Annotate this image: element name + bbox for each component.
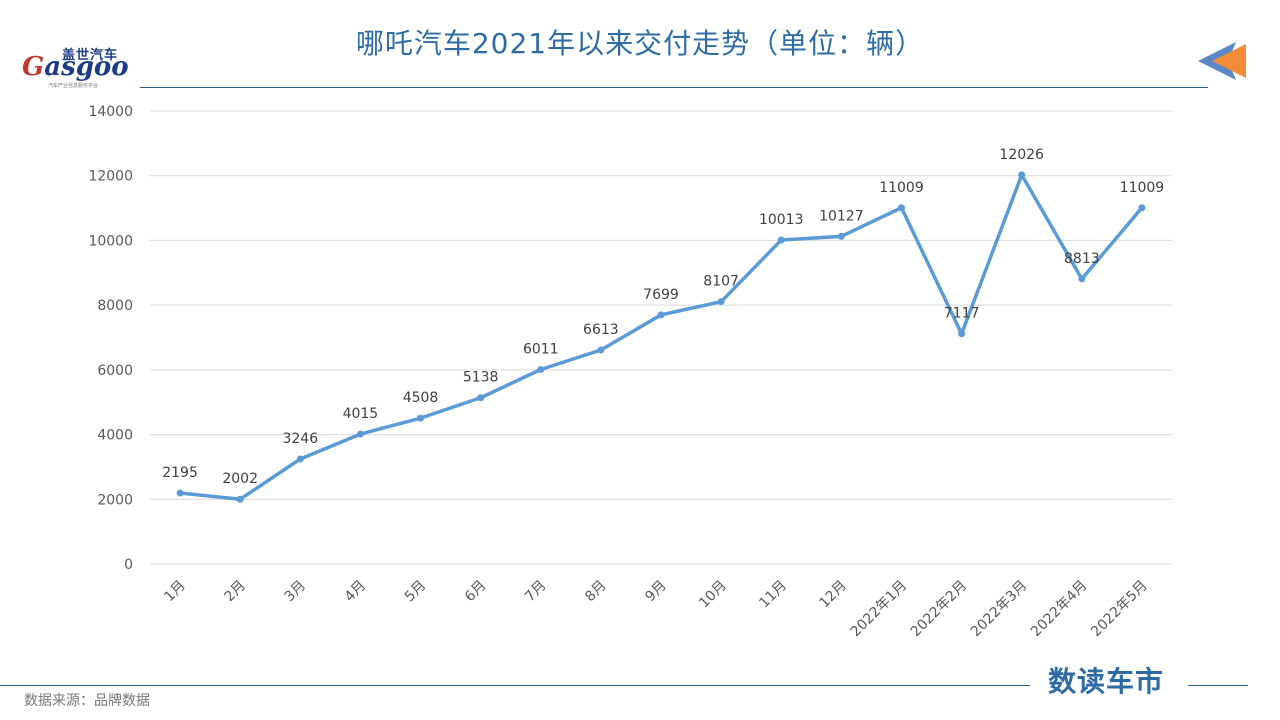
decorative-arrow-icon (1198, 42, 1246, 80)
data-label: 6011 (523, 342, 559, 358)
logo-letter-g: G (22, 52, 45, 82)
data-point (477, 394, 485, 402)
x-tick-label: 11月 (756, 578, 790, 612)
data-label: 12026 (999, 147, 1044, 163)
data-point (777, 236, 785, 244)
data-label: 4015 (343, 406, 379, 422)
x-tick-label: 5月 (402, 578, 430, 606)
data-label: 5138 (463, 370, 499, 386)
data-point (417, 414, 425, 422)
chart-title: 哪吒汽车2021年以来交付走势（单位：辆） (355, 27, 925, 60)
data-point (1138, 204, 1146, 212)
x-tick-label: 3月 (282, 578, 310, 606)
title-divider (140, 87, 1208, 88)
gasgoo-logo: 盖世汽车 Gasgoo 汽车产业信息服务平台 (22, 44, 134, 90)
y-tick-label: 8000 (97, 298, 133, 314)
x-tick-label: 9月 (642, 578, 670, 606)
y-tick-label: 14000 (88, 104, 133, 120)
y-tick-label: 10000 (88, 233, 133, 249)
data-label: 4508 (403, 390, 439, 406)
x-tick-label: 6月 (462, 578, 490, 606)
x-tick-label: 8月 (582, 578, 610, 606)
logo-tagline: 汽车产业信息服务平台 (48, 83, 99, 89)
data-label: 6613 (583, 322, 619, 338)
data-point (356, 430, 364, 438)
data-label: 7699 (643, 287, 679, 303)
x-tick-label: 4月 (342, 578, 370, 606)
y-tick-label: 4000 (97, 428, 133, 444)
y-tick-label: 6000 (97, 363, 133, 379)
data-label: 2002 (222, 471, 258, 487)
data-label: 2195 (162, 465, 198, 481)
data-point (657, 311, 665, 319)
data-point (1018, 171, 1026, 179)
logo-letters-rest: asgoo (44, 52, 129, 82)
y-tick-label: 12000 (88, 169, 133, 185)
x-tick-label: 2022年3月 (968, 578, 1031, 641)
deco-arrow-orange (1212, 44, 1246, 78)
brand-mark: 数读车市 (1048, 665, 1165, 698)
series-line (178, 173, 1144, 501)
data-point (296, 455, 304, 463)
data-point (1078, 275, 1086, 283)
data-point (537, 366, 545, 374)
y-tick-label: 0 (124, 557, 133, 573)
x-tick-label: 1月 (161, 578, 189, 606)
footer-divider-right (1188, 685, 1248, 686)
footer-divider-left (0, 685, 1030, 686)
x-tick-label: 2022年1月 (848, 578, 911, 641)
logo-chinese-text: 盖世汽车 (62, 48, 119, 63)
data-point (236, 495, 244, 503)
logo-english-text: Gasgoo (22, 52, 129, 82)
data-point (717, 298, 725, 306)
x-tick-label: 2022年5月 (1088, 578, 1151, 641)
x-tick-label: 2022年2月 (908, 578, 971, 641)
x-tick-label: 7月 (522, 578, 550, 606)
data-label: 11009 (1120, 180, 1165, 196)
data-label: 8813 (1064, 251, 1100, 267)
data-label: 3246 (282, 431, 318, 447)
data-label: 11009 (879, 180, 924, 196)
data-point (597, 346, 605, 354)
x-tick-label: 2022年4月 (1028, 578, 1091, 641)
data-point (958, 330, 966, 338)
data-point (897, 204, 905, 212)
x-tick-label: 12月 (816, 578, 850, 612)
y-tick-label: 2000 (97, 492, 133, 508)
x-tick-label: 2月 (221, 578, 249, 606)
data-label: 8107 (703, 274, 739, 290)
x-tick-label: 10月 (696, 578, 730, 612)
data-point (176, 489, 184, 497)
data-label: 10013 (759, 212, 804, 228)
data-source-note: 数据来源：品牌数据 (24, 693, 150, 709)
data-label: 10127 (819, 208, 864, 224)
data-label: 7117 (944, 306, 980, 322)
data-point (837, 232, 845, 240)
